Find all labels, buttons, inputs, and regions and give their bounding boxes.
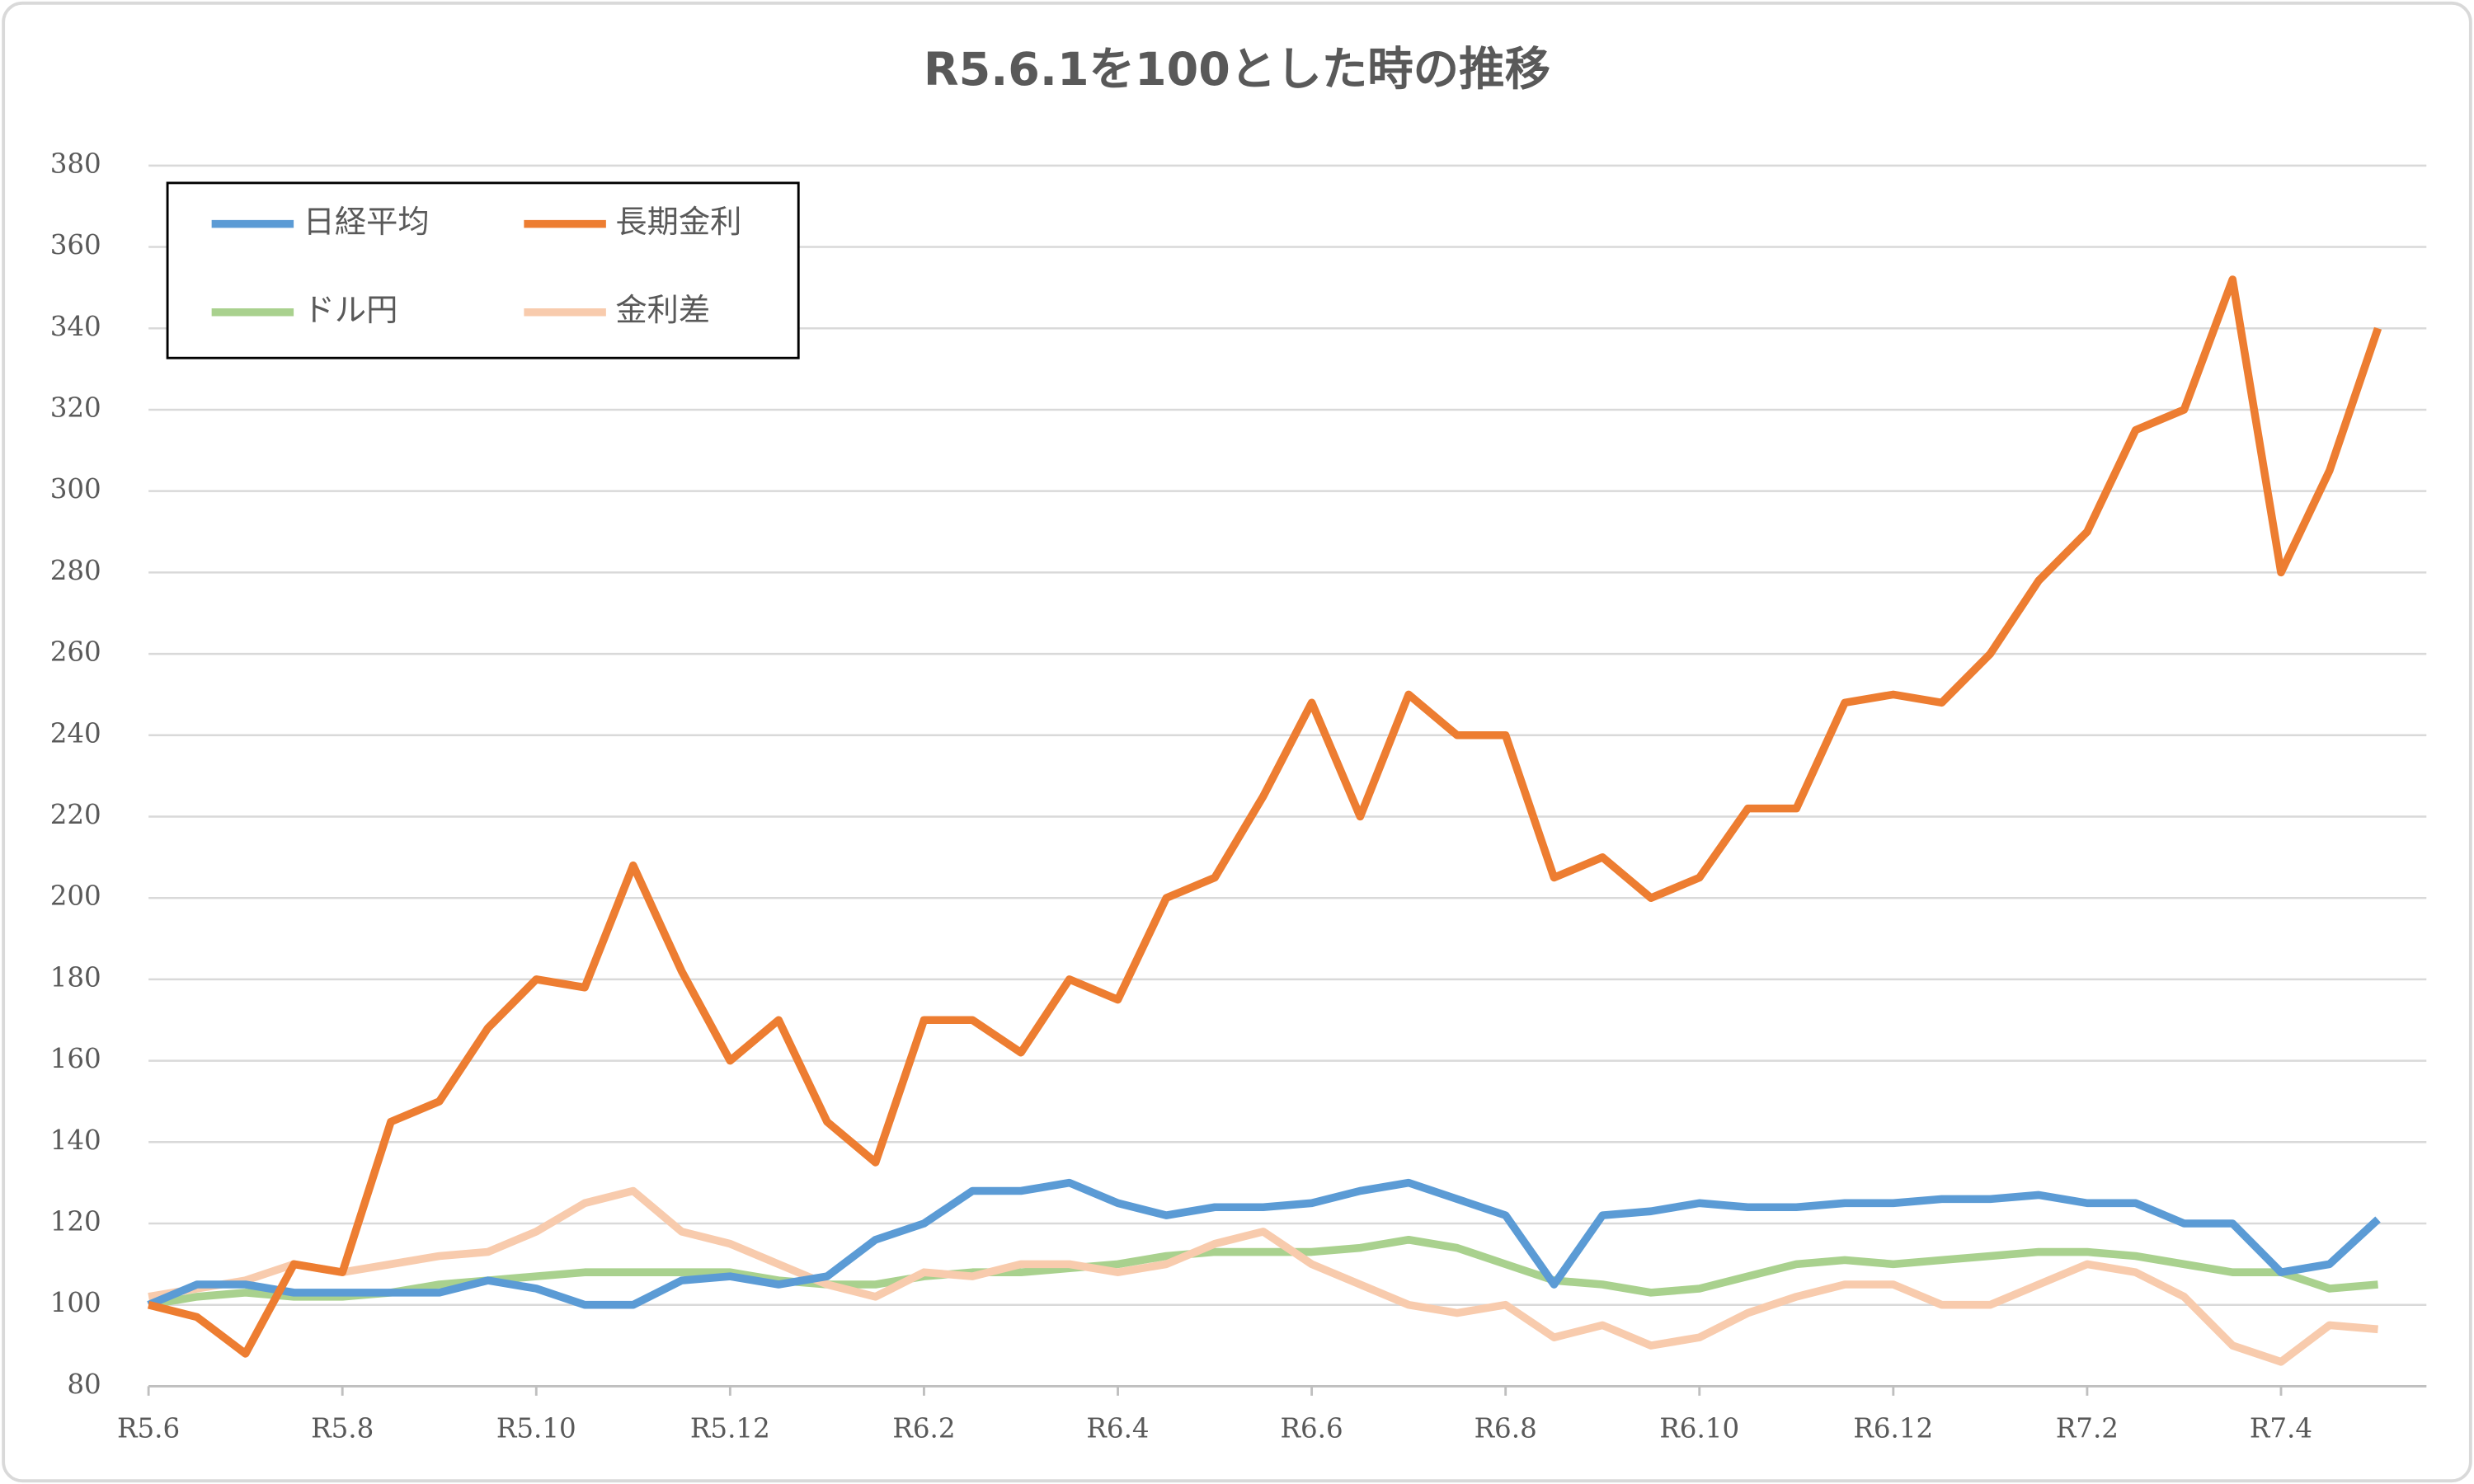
series-line <box>148 1186 2378 1366</box>
y-tick-label: 80 <box>67 1369 101 1400</box>
x-tick-label: R6.8 <box>1475 1412 1537 1444</box>
x-tick-label: R5.8 <box>311 1412 374 1444</box>
x-tick-label: R6.2 <box>892 1412 955 1444</box>
x-tick-label: R5.6 <box>117 1412 180 1444</box>
y-tick-label: 320 <box>50 392 101 423</box>
y-tick-label: 360 <box>50 229 101 261</box>
series-line <box>148 1235 2378 1309</box>
y-tick-label: 340 <box>50 311 101 342</box>
lines <box>147 275 2382 1366</box>
legend-label: 金利差 <box>615 292 710 329</box>
y-tick-label: 100 <box>50 1287 101 1318</box>
x-tick-label: R5.10 <box>496 1412 576 1444</box>
x-tick-label: R6.6 <box>1281 1412 1343 1444</box>
y-tick-label: 140 <box>50 1125 101 1156</box>
y-tick-label: 240 <box>50 717 101 749</box>
legend-label: ドル円 <box>303 292 398 329</box>
y-tick-label: 380 <box>50 148 101 179</box>
y-tick-label: 260 <box>50 636 101 668</box>
x-tick-label: R6.10 <box>1659 1412 1739 1444</box>
x-tick-label: R6.4 <box>1086 1412 1149 1444</box>
x-tick-label: R7.4 <box>2250 1412 2312 1444</box>
grid: 80 100 120 140 160 180 200 220 240 260 280 300 320 34… <box>50 148 2427 1444</box>
y-tick-label: 300 <box>50 473 101 505</box>
y-tick-label: 220 <box>50 799 101 830</box>
x-tick-label: R6.12 <box>1853 1412 1933 1444</box>
legend-label: 長期金利 <box>615 204 741 241</box>
y-tick-label: 160 <box>50 1043 101 1074</box>
series-line <box>147 275 2382 1358</box>
chart-title: R5.6.1を100とした時の推移 <box>924 44 1550 96</box>
y-tick-label: 180 <box>50 961 101 993</box>
x-tick-label: R7.2 <box>2056 1412 2119 1444</box>
legend-label: 日経平均 <box>303 204 430 241</box>
legend-box <box>166 181 800 359</box>
y-tick-label: 200 <box>50 881 101 912</box>
y-tick-label: 280 <box>50 555 101 586</box>
x-tick-label: R5.12 <box>690 1412 770 1444</box>
y-tick-label: 120 <box>50 1205 101 1237</box>
series-line <box>147 1178 2381 1309</box>
